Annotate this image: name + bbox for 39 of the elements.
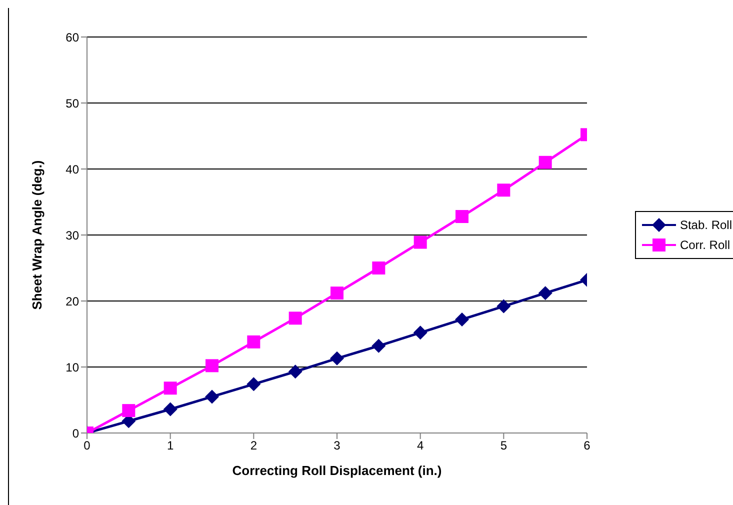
x-tick-label: 2 (250, 438, 258, 453)
point (330, 286, 344, 300)
y-tick-label: 20 (66, 294, 80, 308)
y-axis-title: Sheet Wrap Angle (deg.) (30, 160, 45, 310)
point (372, 338, 386, 353)
x-tick-label: 3 (334, 438, 341, 453)
point (496, 299, 511, 314)
point (538, 156, 552, 169)
point (122, 404, 136, 418)
point (247, 335, 260, 348)
point (164, 382, 177, 395)
x-tick-label: 5 (500, 438, 508, 453)
y-tick-label: 40 (66, 162, 80, 176)
point (413, 326, 428, 340)
point (330, 351, 344, 366)
point (206, 359, 218, 372)
point (163, 402, 178, 416)
y-tick-label: 50 (66, 96, 80, 110)
point (538, 286, 552, 300)
y-tick-label: 0 (72, 426, 80, 440)
x-tick-label: 6 (584, 438, 591, 453)
point (246, 377, 261, 392)
y-tick-label: 60 (66, 30, 80, 44)
point (414, 236, 427, 249)
point (288, 364, 302, 379)
point (497, 184, 510, 197)
point (372, 262, 386, 274)
x-axis-title: Correcting Roll Displacement (in.) (232, 463, 442, 478)
x-tick-label: 0 (84, 438, 91, 453)
point (205, 390, 219, 404)
point (456, 210, 468, 224)
y-tick-label: 10 (66, 360, 80, 374)
y-tick-label: 30 (66, 228, 80, 242)
legend-label: Corr. Roll (680, 238, 730, 252)
x-tick-label: 1 (166, 438, 174, 453)
x-tick-label: 4 (416, 438, 424, 453)
point (288, 312, 302, 325)
legend-label: Stab. Roll (680, 218, 732, 232)
point (455, 312, 469, 326)
